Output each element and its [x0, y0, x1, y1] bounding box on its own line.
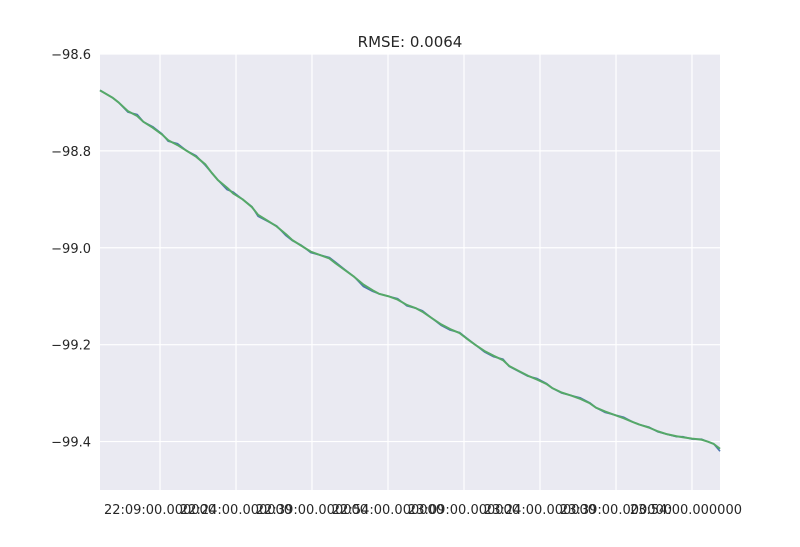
y-tick-label: −99.0 [51, 242, 91, 257]
y-tick-label: −99.2 [51, 339, 91, 354]
x-tick-label: 23:39:00.000000 [560, 503, 672, 518]
y-tick-label: −98.8 [51, 145, 91, 160]
x-tick-label: 22:24:00.000000 [180, 503, 292, 518]
x-tick-label: 23:54:00.000000 [630, 503, 742, 518]
x-tick-label: 22:54:00.000000 [332, 503, 444, 518]
y-axis-ticks: −98.6 −98.8 −99.0 −99.2 −99.4 [51, 48, 91, 451]
x-tick-label: 22:39:00.000000 [256, 503, 368, 518]
x-tick-label: 23:24:00.000000 [484, 503, 596, 518]
chart-title: RMSE: 0.0064 [358, 33, 463, 51]
x-tick-label: 23:09:00.000000 [408, 503, 520, 518]
series-line-2 [99, 89, 721, 450]
plot-background [100, 54, 720, 490]
x-axis-ticks: 22:09:00.00000022:24:00.00000022:39:00.0… [104, 503, 742, 518]
x-tick-label: 22:09:00.000000 [104, 503, 216, 518]
y-tick-label: −98.6 [51, 48, 91, 63]
series-lines [99, 89, 721, 452]
grid [100, 53, 720, 490]
y-tick-label: −99.4 [51, 436, 91, 451]
